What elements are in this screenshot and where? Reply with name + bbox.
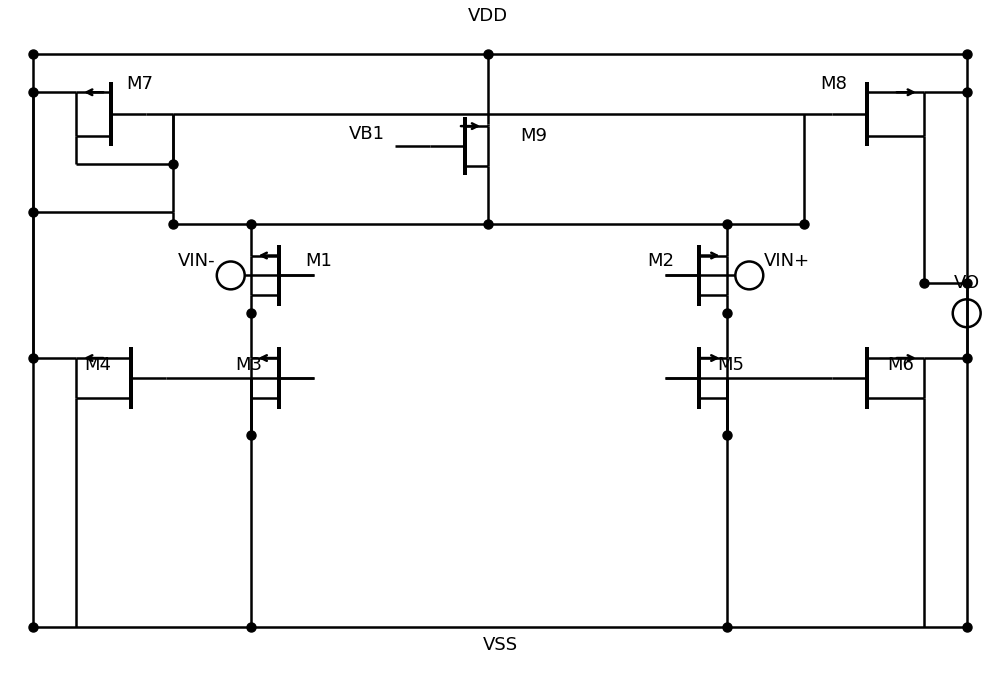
Text: M9: M9 xyxy=(520,127,547,145)
Text: M1: M1 xyxy=(306,252,332,271)
Text: VDD: VDD xyxy=(468,7,508,25)
Text: M7: M7 xyxy=(126,75,153,94)
Text: M5: M5 xyxy=(717,356,744,374)
Text: M4: M4 xyxy=(84,356,111,374)
Text: VO: VO xyxy=(954,275,980,292)
Text: M2: M2 xyxy=(648,252,675,271)
Text: M8: M8 xyxy=(820,75,847,94)
Text: VSS: VSS xyxy=(482,636,518,653)
Text: VB1: VB1 xyxy=(349,125,385,143)
Text: VIN+: VIN+ xyxy=(764,252,810,271)
Text: M6: M6 xyxy=(887,356,914,374)
Text: M3: M3 xyxy=(236,356,263,374)
Text: VIN-: VIN- xyxy=(178,252,216,271)
